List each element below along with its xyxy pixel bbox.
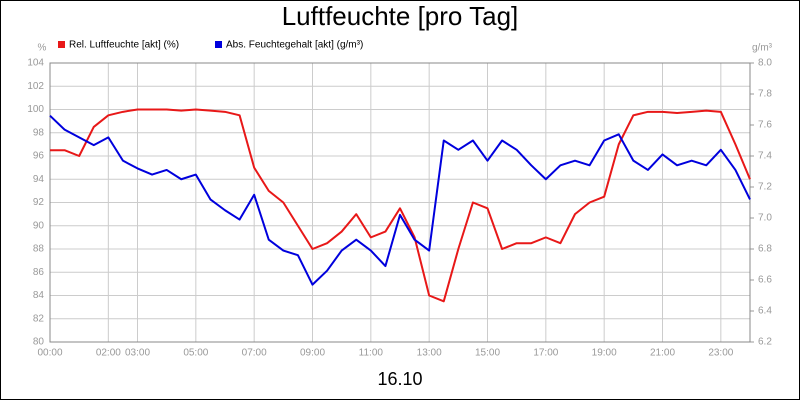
legend-label: Abs. Feuchtegehalt [akt] (g/m³) <box>226 40 363 51</box>
data-line <box>50 108 751 303</box>
x-tick-label: 17:00 <box>533 348 558 359</box>
chart-title: Luftfeuchte [pro Tag] <box>282 1 519 31</box>
x-tick-label: 09:00 <box>300 348 325 359</box>
x-tick-label: 03:00 <box>125 348 150 359</box>
y2-tick-label: 8.0 <box>758 58 772 69</box>
y2-tick-label: 7.0 <box>758 213 772 224</box>
y2-tick-label: 6.8 <box>758 244 772 255</box>
x-tick-label: 13:00 <box>417 348 442 359</box>
y-tick-label: 96 <box>33 151 45 162</box>
y-tick-label: 90 <box>33 220 45 231</box>
x-tick-label: 05:00 <box>183 348 208 359</box>
y-tick-label: 104 <box>27 58 44 69</box>
x-tick-label: 19:00 <box>592 348 617 359</box>
y-tick-label: 94 <box>33 174 45 185</box>
x-tick-label: 21:00 <box>650 348 675 359</box>
x-tick-label: 11:00 <box>359 348 384 359</box>
plot-border <box>49 62 751 343</box>
y-tick-label: 86 <box>33 267 45 278</box>
y-tick-label: 88 <box>33 244 45 255</box>
x-tick-label: 00:00 <box>37 348 62 359</box>
y-tick-label: 82 <box>33 313 45 324</box>
x-tick-label: 07:00 <box>242 348 267 359</box>
y2-tick-label: 6.4 <box>758 306 772 317</box>
legend-label: Rel. Luftfeuchte [akt] (%) <box>69 40 179 51</box>
y2-tick-label: 7.2 <box>758 182 772 193</box>
y-tick-label: 80 <box>33 337 45 348</box>
x-tick-label: 23:00 <box>708 348 733 359</box>
y2-tick-label: 7.4 <box>758 151 772 162</box>
y2-tick-label: 6.6 <box>758 275 772 286</box>
y-tick-label: 100 <box>27 104 44 115</box>
y-tick-label: 102 <box>27 81 44 92</box>
y-tick-label: 84 <box>33 290 45 301</box>
legend-swatch <box>58 41 65 48</box>
x-tick-label: 02:00 <box>96 348 121 359</box>
y-tick-label: 92 <box>33 197 45 208</box>
y2-tick-label: 7.6 <box>758 120 772 131</box>
y-tick-label: 98 <box>33 127 45 138</box>
y-unit: % <box>38 43 47 54</box>
x-tick-label: 15:00 <box>475 348 500 359</box>
legend-swatch <box>215 41 222 48</box>
x-axis-label: 16.10 <box>377 369 422 389</box>
y2-tick-label: 7.8 <box>758 89 772 100</box>
y2-tick-label: 6.2 <box>758 337 772 348</box>
y2-unit: g/m³ <box>752 43 773 54</box>
data-line <box>49 114 751 286</box>
